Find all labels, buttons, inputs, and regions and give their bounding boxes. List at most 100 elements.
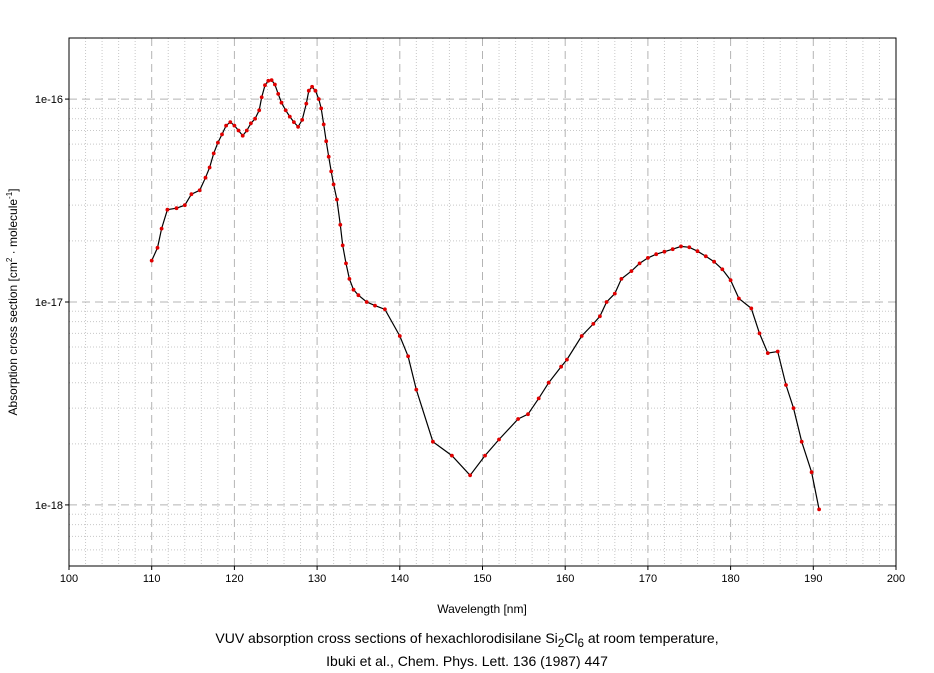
data-point [737, 296, 741, 301]
data-point [324, 139, 329, 144]
data-point [450, 453, 454, 458]
data-point [296, 124, 300, 129]
data-point [364, 300, 369, 304]
data-point [591, 322, 596, 326]
data-point [273, 82, 277, 87]
data-point [695, 249, 700, 254]
data-markers [149, 78, 821, 512]
data-point [654, 252, 659, 257]
data-point [662, 249, 667, 254]
x-tick-label: 150 [473, 573, 491, 585]
x-tick-label: 110 [143, 573, 161, 585]
y-tick-label: 1e-17 [35, 297, 63, 309]
y-axis-title-mid: · molecule [6, 199, 20, 258]
data-point [279, 100, 284, 105]
x-tick-label: 100 [60, 573, 78, 585]
data-point [207, 165, 212, 170]
data-point [329, 169, 334, 174]
data-point [526, 412, 530, 417]
data-point [347, 277, 352, 281]
data-point [497, 437, 501, 442]
data-point [266, 78, 271, 83]
data-point [809, 470, 814, 475]
data-point [338, 222, 343, 227]
data-point [211, 151, 216, 156]
x-tick-label: 200 [887, 573, 905, 585]
data-point [579, 334, 584, 338]
data-point [604, 300, 609, 304]
data-point [703, 254, 708, 259]
data-point [283, 108, 288, 113]
data-point [637, 261, 642, 266]
data-point [287, 114, 292, 119]
data-point [321, 122, 326, 127]
data-point [720, 267, 725, 272]
caption-prefix: VUV absorption cross sections of hexachl… [215, 630, 558, 646]
data-point [228, 120, 233, 124]
data-point [335, 197, 339, 202]
data-point [612, 291, 617, 296]
data-point [236, 128, 241, 133]
x-axis-title: Wavelength [nm] [437, 602, 527, 616]
x-tick-label: 120 [225, 573, 243, 585]
data-point [817, 507, 821, 512]
data-point [203, 175, 208, 180]
data-point [536, 396, 541, 401]
y-axis-title-suffix: ] [6, 188, 20, 191]
data-point [276, 92, 281, 96]
data-point [300, 118, 305, 122]
data-point [468, 473, 472, 478]
data-point [559, 364, 563, 369]
data-point [728, 278, 733, 283]
data-point [749, 306, 754, 311]
data-point [182, 203, 187, 208]
y-tick-label: 1e-18 [35, 500, 63, 512]
data-point [373, 303, 377, 308]
data-point [189, 192, 194, 197]
data-point [546, 380, 551, 385]
x-tick-label: 180 [721, 573, 739, 585]
major-grid [69, 38, 896, 566]
y-axis-title-prefix: Absorption cross section [cm [6, 262, 20, 415]
data-point [269, 78, 274, 82]
x-axis-ticks: 100 110 120 130 140 150 160 170 180 190 200 [60, 566, 905, 585]
data-point [244, 128, 249, 133]
data-point [775, 349, 780, 354]
data-point [292, 120, 296, 124]
data-point [431, 439, 435, 444]
data-point [310, 84, 314, 89]
y-axis-ticks: 1e-18 1e-17 1e-16 [35, 94, 69, 512]
data-point [253, 116, 257, 121]
data-point [224, 123, 229, 128]
x-tick-label: 140 [391, 573, 409, 585]
y-axis-title-sup1: 2 [5, 257, 14, 262]
data-point [304, 101, 309, 106]
caption-sub-1: 2 [557, 636, 565, 650]
data-point [159, 226, 164, 231]
data-point [356, 293, 361, 298]
data-point [598, 314, 602, 319]
caption-sub-2: 6 [577, 636, 584, 650]
data-point [174, 206, 179, 211]
caption-line-2: Ibuki et al., Chem. Phys. Lett. 136 (198… [326, 653, 608, 669]
data-point [397, 334, 402, 338]
data-point [619, 277, 624, 281]
data-point [670, 247, 675, 252]
data-point [155, 245, 160, 250]
data-point [216, 140, 220, 145]
x-tick-label: 130 [308, 573, 326, 585]
data-point [757, 331, 762, 336]
data-point [165, 207, 170, 212]
data-point [149, 258, 154, 263]
data-point [197, 188, 202, 193]
caption-mid: Cl [564, 630, 578, 646]
data-point [687, 245, 692, 250]
data-point [516, 417, 520, 421]
data-point [263, 83, 267, 88]
data-point [306, 88, 311, 93]
data-point [799, 439, 804, 444]
data-point [784, 383, 788, 387]
data-point [629, 269, 634, 273]
caption-line-1: VUV absorption cross sections of hexachl… [0, 630, 934, 650]
